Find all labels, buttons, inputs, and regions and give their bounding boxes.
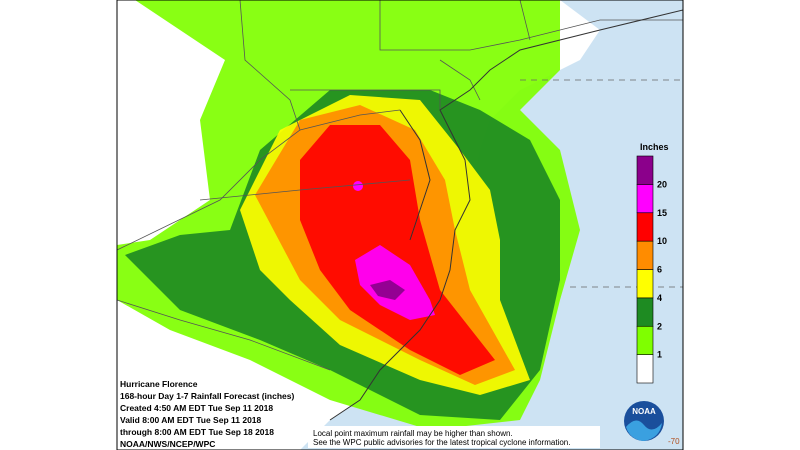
info-line: through 8:00 AM EDT Tue Sep 18 2018 [120,427,274,437]
legend-swatch [636,184,654,214]
info-line: Hurricane Florence [120,379,198,389]
corner-label: -70 [668,437,680,446]
disclaimer-line: See the WPC public advisories for the la… [313,438,570,447]
legend-label: 15 [657,208,667,218]
info-line: NOAA/NWS/NCEP/WPC [120,439,215,449]
legend-swatch [636,297,654,327]
info-line: Valid 8:00 AM EDT Tue Sep 11 2018 [120,415,262,425]
map-frame [116,0,684,450]
map [117,0,683,450]
coastline [329,9,683,421]
noaa-logo: NOAA [624,401,664,441]
rainfall-bands [117,0,580,430]
legend-swatch [636,269,654,299]
legend-swatch [636,354,654,384]
legend-title: Inches [640,142,669,152]
legend-label: 2 [657,321,662,331]
borders [117,0,683,371]
info-line: Created 4:50 AM EDT Tue Sep 11 2018 [120,403,273,413]
legend-swatch [636,155,654,185]
legend-swatch [636,325,654,355]
disclaimer-box [308,426,600,448]
legend-label: 1 [657,350,662,360]
logo-wave [626,420,662,441]
disclaimer-line: Local point maximum rainfall may be high… [313,429,513,438]
legend-label: 10 [657,236,667,246]
rainfall-band [300,125,495,375]
legend: Inches 1 2 4 6 10 15 20 [636,142,669,384]
legend-swatch [636,240,654,270]
legend-label: 4 [657,293,662,303]
info-line: 168-hour Day 1-7 Rainfall Forecast (inch… [120,391,294,401]
rainfall-band [355,245,435,320]
legend-swatch [636,212,654,242]
legend-label: 20 [657,179,667,189]
rainfall-band [353,181,363,191]
logo-text: NOAA [632,407,656,416]
title-block: Hurricane Florence 168-hour Day 1-7 Rainf… [120,379,294,449]
grid-lines [520,79,683,288]
legend-label: 6 [657,265,662,275]
rainfall-band [370,280,405,300]
